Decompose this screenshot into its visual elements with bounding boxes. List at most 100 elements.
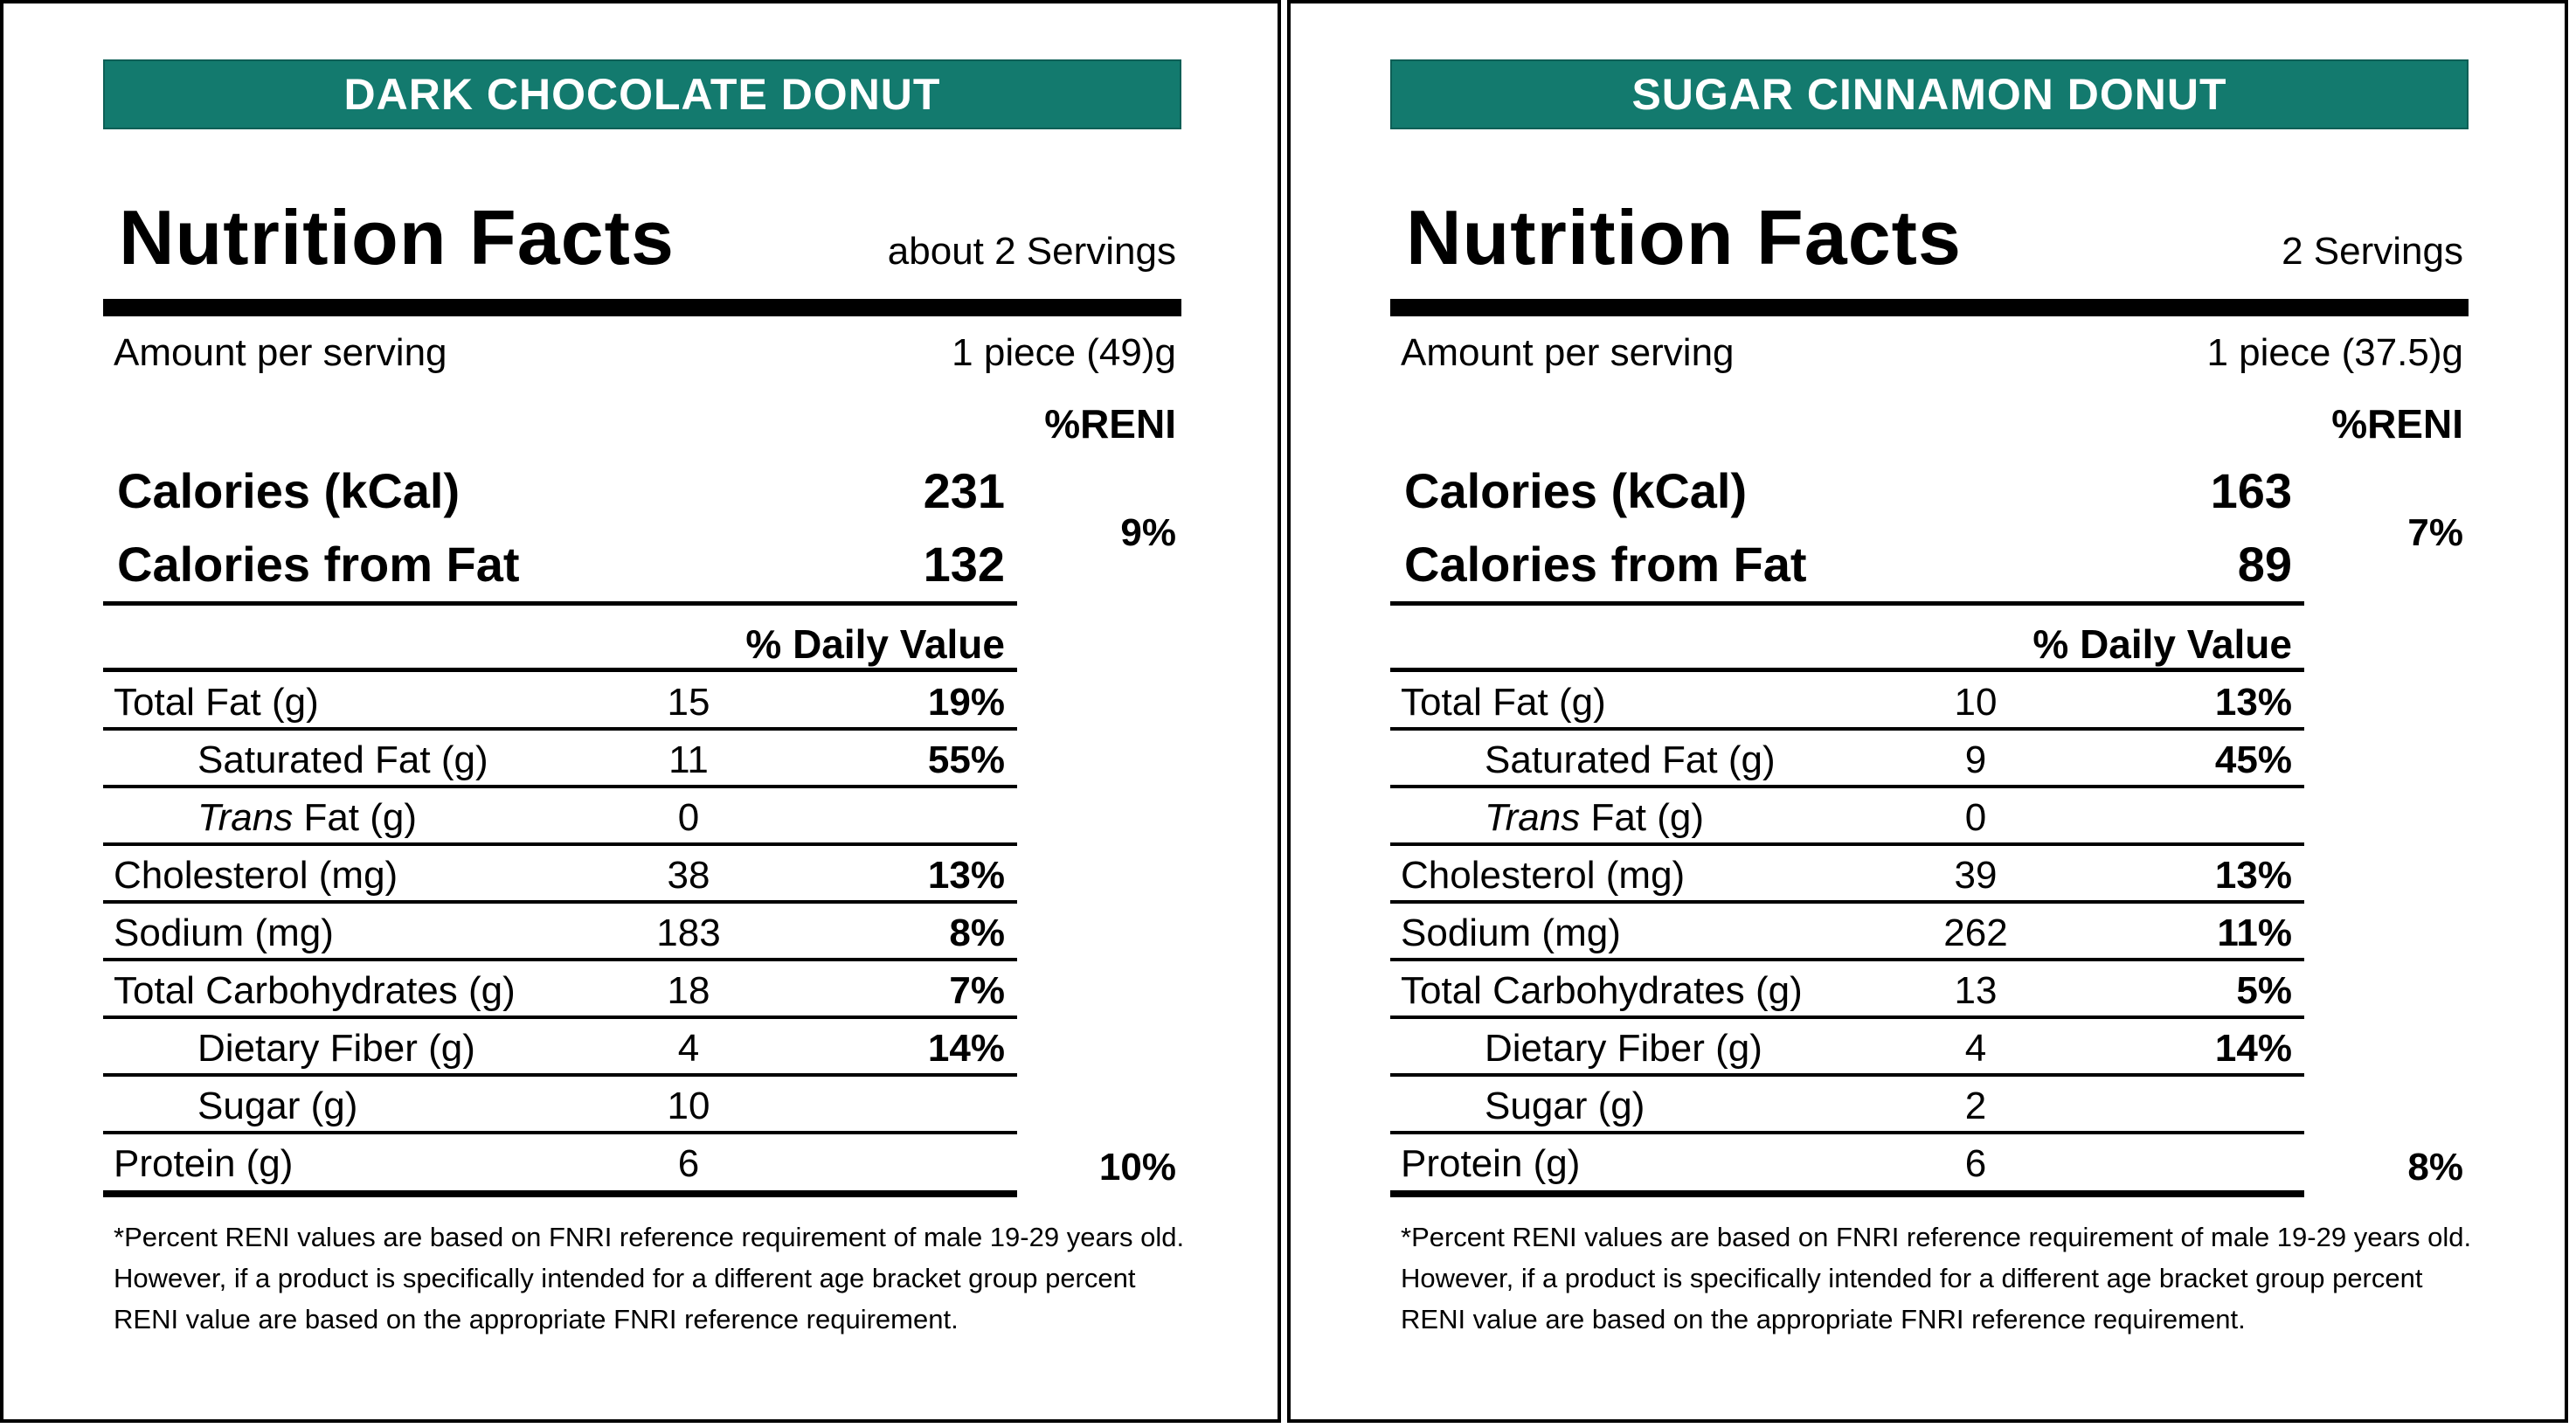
serving-size: 1 piece (37.5)g xyxy=(2206,331,2463,374)
servings-count: 2 Servings xyxy=(2282,230,2463,273)
nutrient-label: Dietary Fiber (g) xyxy=(1485,1027,1762,1070)
nutrient-row-cholesterol: Cholesterol (mg) 38 13% xyxy=(103,846,1017,904)
reni-footnote: *Percent RENI values are based on FNRI r… xyxy=(1401,1222,2472,1334)
nutrient-daily-value: 13% xyxy=(2214,854,2292,897)
nutrient-amount: 183 xyxy=(656,912,721,954)
nutrient-label: Total Carbohydrates (g) xyxy=(114,969,516,1012)
calories-divider xyxy=(1390,601,2304,606)
nutrient-daily-value: 11% xyxy=(2217,912,2292,954)
nutrient-daily-value: 45% xyxy=(2214,738,2292,781)
nutrient-daily-value: 8% xyxy=(949,912,1005,954)
nutrient-label-rest: Fat (g) xyxy=(1580,796,1705,839)
row-divider xyxy=(103,785,1017,788)
nutrient-amount: 4 xyxy=(1964,1027,1987,1070)
nutrient-row-total-fat: Total Fat (g) 15 19% xyxy=(103,673,1017,731)
reni-footnote: *Percent RENI values are based on FNRI r… xyxy=(114,1222,1185,1334)
row-divider xyxy=(103,900,1017,904)
nutrient-row-sodium: Sodium (mg) 262 11% xyxy=(1390,904,2304,961)
nutrient-amount: 4 xyxy=(677,1027,700,1070)
nutrient-amount: 39 xyxy=(1954,854,1998,897)
nutrient-amount: 6 xyxy=(677,1142,700,1185)
nutrient-amount: 10 xyxy=(667,1085,710,1127)
row-divider xyxy=(1390,1073,2304,1077)
nutrient-row-total-carbohydrates: Total Carbohydrates (g) 13 5% xyxy=(1390,961,2304,1019)
nutrient-label-rest: Fat (g) xyxy=(293,796,418,839)
nutrient-row-sodium: Sodium (mg) 183 8% xyxy=(103,904,1017,961)
calories-label: Calories (kCal) xyxy=(117,463,460,518)
nutrient-daily-value: 13% xyxy=(927,854,1005,897)
nutrient-amount: 6 xyxy=(1964,1142,1987,1185)
nutrient-row-cholesterol: Cholesterol (mg) 39 13% xyxy=(1390,846,2304,904)
row-divider xyxy=(1390,1016,2304,1019)
nutrient-row-sugar: Sugar (g) 10 xyxy=(103,1077,1017,1134)
product-banner: SUGAR CINNAMON DONUT xyxy=(1390,59,2469,129)
servings-count: about 2 Servings xyxy=(887,230,1176,273)
calories-reni: 9% xyxy=(1120,511,1176,554)
daily-value-header: % Daily Value xyxy=(745,621,1005,667)
nutrient-amount: 13 xyxy=(1954,969,1998,1012)
row-divider xyxy=(1390,1131,2304,1134)
protein-reni: 8% xyxy=(2407,1146,2463,1189)
nutrition-facts-title: Nutrition Facts xyxy=(1406,194,1962,281)
nutrient-row-saturated-fat: Saturated Fat (g) 9 45% xyxy=(1390,731,2304,788)
nutrient-label: Saturated Fat (g) xyxy=(1485,738,1776,781)
row-divider xyxy=(103,1131,1017,1134)
row-divider xyxy=(103,1016,1017,1019)
nutrient-label: Sodium (mg) xyxy=(114,912,334,954)
daily-value-divider xyxy=(1390,668,2304,672)
nutrient-row-saturated-fat: Saturated Fat (g) 11 55% xyxy=(103,731,1017,788)
calories-label: Calories (kCal) xyxy=(1404,463,1748,518)
nutrient-label: Protein (g) xyxy=(114,1142,294,1185)
nutrient-amount: 15 xyxy=(667,681,710,724)
nutrient-label: Trans Fat (g) xyxy=(1485,799,1704,837)
nutrient-label: Sugar (g) xyxy=(1485,1085,1645,1127)
calories-reni: 7% xyxy=(2407,511,2463,554)
product-banner: DARK CHOCOLATE DONUT xyxy=(103,59,1181,129)
nutrient-label: Sugar (g) xyxy=(197,1085,358,1127)
thick-divider xyxy=(1390,299,2469,316)
amount-per-serving-label: Amount per serving xyxy=(1401,331,1735,374)
row-divider xyxy=(1390,958,2304,961)
nutrient-daily-value: 14% xyxy=(927,1027,1005,1070)
row-divider xyxy=(1390,842,2304,846)
reni-header: %RENI xyxy=(1044,401,1176,447)
nutrient-row-trans-fat: Trans Fat (g) 0 xyxy=(1390,788,2304,846)
nutrient-daily-value: 19% xyxy=(927,681,1005,724)
nutrient-label: Total Fat (g) xyxy=(114,681,319,724)
calories-fat-label: Calories from Fat xyxy=(117,537,520,592)
nutrient-amount: 0 xyxy=(1964,796,1987,839)
daily-value-header: % Daily Value xyxy=(2032,621,2292,667)
nutrient-row-total-fat: Total Fat (g) 10 13% xyxy=(1390,673,2304,731)
row-divider xyxy=(1390,900,2304,904)
calories-value: 163 xyxy=(2210,463,2292,518)
nutrient-daily-value: 5% xyxy=(2236,969,2292,1012)
calories-fat-value: 89 xyxy=(2237,537,2292,592)
nutrient-amount: 38 xyxy=(667,854,710,897)
nutrient-row-trans-fat: Trans Fat (g) 0 xyxy=(103,788,1017,846)
nutrient-amount: 2 xyxy=(1964,1085,1987,1127)
row-divider xyxy=(103,958,1017,961)
nutrient-daily-value: 7% xyxy=(949,969,1005,1012)
nutrition-label-sugar-cinnamon: SUGAR CINNAMON DONUT Nutrition Facts 2 S… xyxy=(1287,0,2568,1423)
calories-fat-value: 132 xyxy=(923,537,1005,592)
nutrient-daily-value: 55% xyxy=(927,738,1005,781)
thick-divider xyxy=(103,299,1181,316)
nutrient-label: Total Carbohydrates (g) xyxy=(1401,969,1803,1012)
nutrient-label: Cholesterol (mg) xyxy=(114,854,398,897)
amount-per-serving-label: Amount per serving xyxy=(114,331,447,374)
nutrition-label-dark-chocolate: DARK CHOCOLATE DONUT Nutrition Facts abo… xyxy=(0,0,1281,1423)
row-divider-thick xyxy=(1390,1190,2304,1197)
nutrient-row-dietary-fiber: Dietary Fiber (g) 4 14% xyxy=(1390,1019,2304,1077)
nutrient-amount: 262 xyxy=(1943,912,2008,954)
calories-value: 231 xyxy=(923,463,1005,518)
nutrient-label: Total Fat (g) xyxy=(1401,681,1606,724)
protein-reni: 10% xyxy=(1098,1146,1176,1189)
row-divider xyxy=(103,727,1017,731)
nutrient-label-italic: Trans xyxy=(197,796,294,839)
nutrient-label: Saturated Fat (g) xyxy=(197,738,488,781)
nutrient-label: Protein (g) xyxy=(1401,1142,1581,1185)
nutrient-amount: 10 xyxy=(1954,681,1998,724)
row-divider-thick xyxy=(103,1190,1017,1197)
nutrient-label-italic: Trans xyxy=(1485,796,1581,839)
nutrient-row-dietary-fiber: Dietary Fiber (g) 4 14% xyxy=(103,1019,1017,1077)
